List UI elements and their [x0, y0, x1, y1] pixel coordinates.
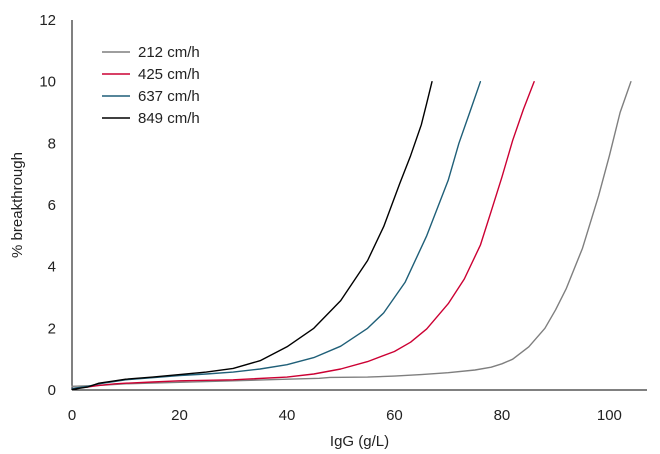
y-tick-label: 10 — [39, 74, 56, 91]
y-axis-title: % breakthrough — [9, 152, 26, 258]
legend-label: 849 cm/h — [138, 110, 200, 127]
y-tick-label: 12 — [39, 12, 56, 29]
x-axis-title: IgG (g/L) — [330, 433, 389, 450]
series-line-4 — [71, 81, 433, 391]
legend-item: 212 cm/h — [102, 44, 200, 61]
x-tick-label: 100 — [597, 407, 622, 424]
y-tick-label: 8 — [48, 135, 56, 152]
y-tick-label: 0 — [48, 382, 56, 399]
legend-item: 425 cm/h — [102, 66, 200, 83]
legend-label: 425 cm/h — [138, 66, 200, 83]
legend-label: 212 cm/h — [138, 44, 200, 61]
legend-label: 637 cm/h — [138, 88, 200, 105]
series-layer — [71, 81, 632, 391]
y-tick-label: 2 — [48, 320, 56, 337]
x-tick-label: 40 — [279, 407, 296, 424]
x-tick-label: 80 — [494, 407, 511, 424]
series-line-2 — [71, 81, 535, 390]
series-line-1 — [71, 81, 632, 387]
y-tick-label: 6 — [48, 197, 56, 214]
series-line-3 — [71, 81, 482, 390]
x-axis-tick-labels: 0 20 40 60 80 100 — [68, 407, 622, 424]
legend: 212 cm/h 425 cm/h 637 cm/h 849 cm/h — [102, 44, 200, 127]
y-tick-label: 4 — [48, 259, 56, 276]
x-tick-label: 0 — [68, 407, 76, 424]
x-tick-label: 20 — [171, 407, 188, 424]
legend-item: 637 cm/h — [102, 88, 200, 105]
legend-item: 849 cm/h — [102, 110, 200, 127]
x-tick-label: 60 — [386, 407, 403, 424]
y-axis-tick-labels: 0 2 4 6 8 10 12 — [39, 12, 56, 399]
